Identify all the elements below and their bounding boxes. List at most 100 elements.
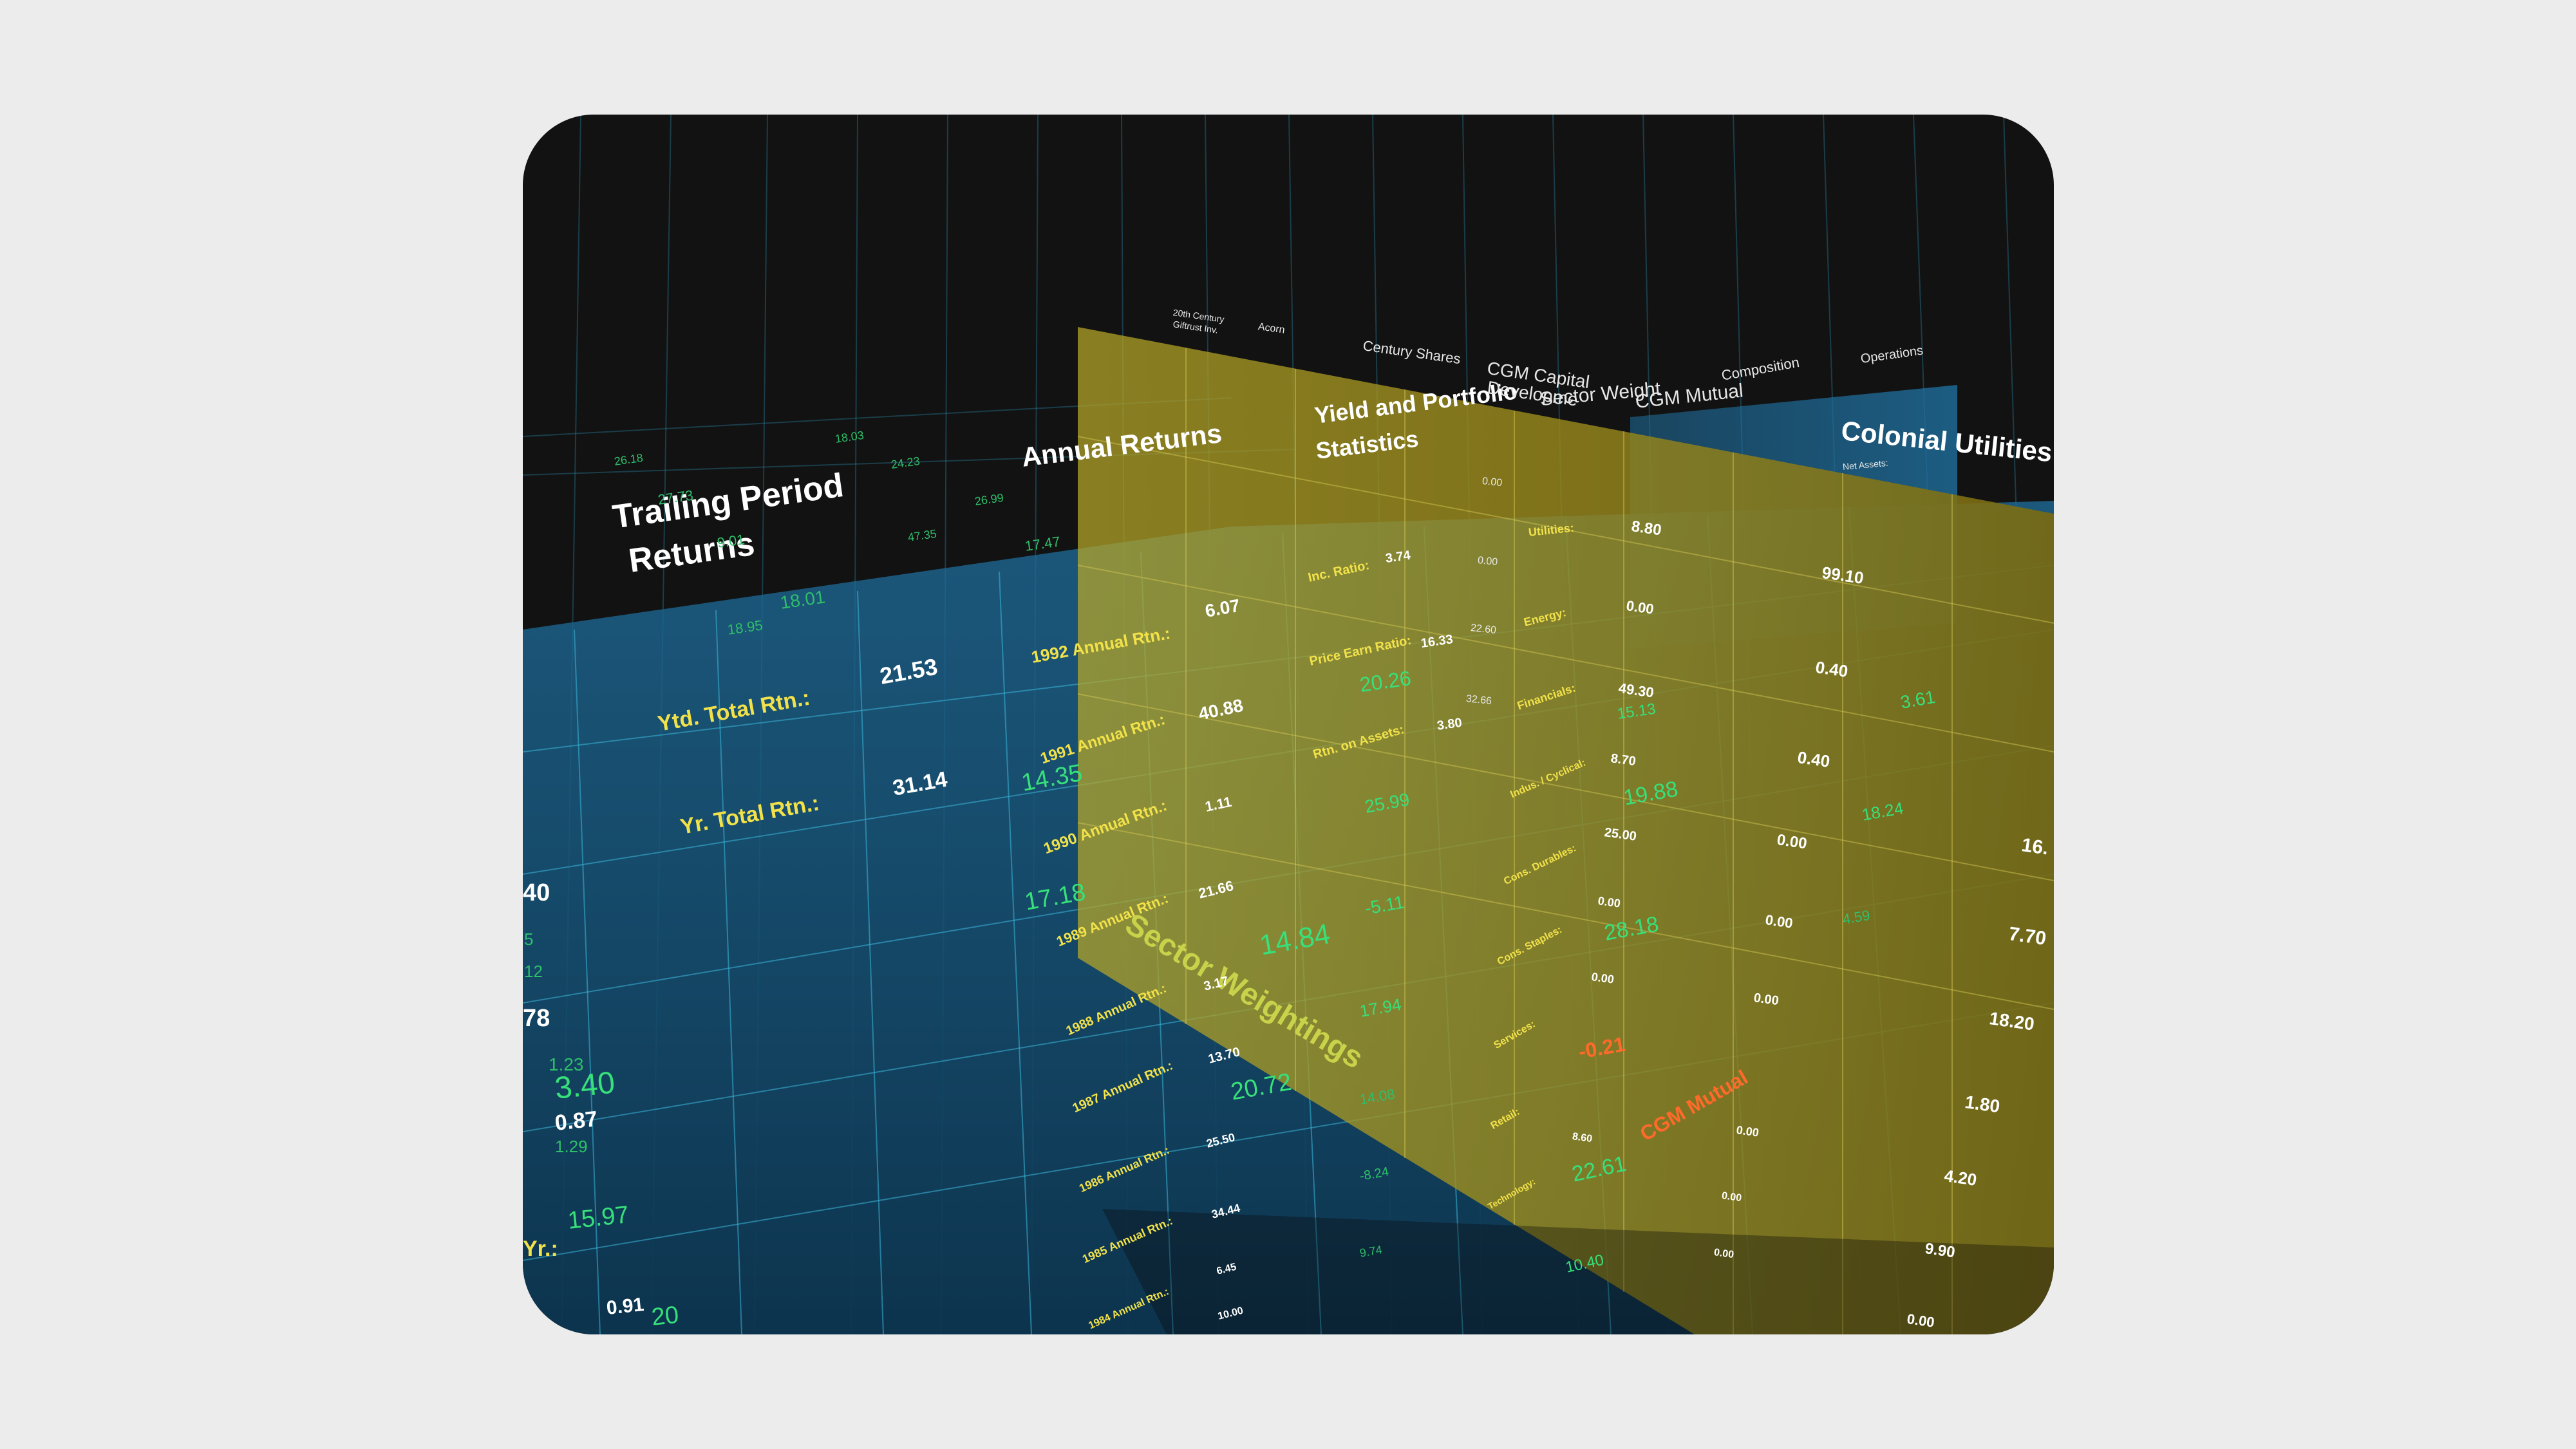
sector-utilities-label: Utilities: — [1527, 521, 1575, 539]
sector-value: 0.00 — [1597, 894, 1622, 910]
yr-total-return-label: Yr. Total Rtn.: — [678, 790, 822, 839]
sector-value: 8.70 — [1610, 751, 1637, 769]
edge-value: 1.23 — [549, 1054, 584, 1074]
edge-value: 40 — [523, 879, 550, 906]
green-value: 18.24 — [1860, 798, 1905, 825]
edge-value: 3.40 — [553, 1065, 617, 1106]
fund-header: Net Assets: — [1842, 457, 1889, 472]
green-value: 10.40 — [1564, 1251, 1606, 1276]
colonial-value: 0.00 — [1906, 1311, 1936, 1331]
green-value: 20.72 — [1228, 1068, 1294, 1106]
green-value: 17.94 — [1358, 994, 1403, 1021]
annual-return-1988-label: 1988 Annual Rtn.: — [1064, 981, 1169, 1039]
colonial-value: 4.20 — [1942, 1166, 1979, 1190]
green-value: 17.18 — [1022, 878, 1088, 916]
cell-value: 22.60 — [1470, 622, 1497, 637]
colonial-value: 0.00 — [1713, 1247, 1735, 1261]
colonial-value: 0.00 — [1776, 831, 1809, 853]
annual-return-1989-value: 21.66 — [1196, 877, 1236, 902]
colonial-value: 0.00 — [1735, 1123, 1760, 1139]
sector-value: 0.00 — [1625, 597, 1655, 617]
inc-ratio-value: 3.74 — [1384, 548, 1412, 566]
sector-energy-label: Energy: — [1522, 606, 1568, 629]
edge-value: 0.91 — [605, 1293, 645, 1319]
edge-value: 78 — [523, 1005, 550, 1032]
sector-services-label: Services: — [1492, 1018, 1537, 1051]
sector-cons-staples-label: Cons. Staples: — [1495, 924, 1564, 968]
green-value: 24.23 — [890, 454, 921, 471]
annual-return-1984-value: 6.45 — [1215, 1261, 1238, 1277]
sector-cons-durables-label: Cons. Durables: — [1502, 843, 1578, 888]
sector-weightings-panel — [1078, 327, 2054, 1334]
edge-value: 20 — [650, 1301, 681, 1331]
colonial-value: 0.40 — [1814, 657, 1850, 681]
sector-value: 8.60 — [1571, 1131, 1594, 1145]
visualization-viewport[interactable]: Trailing Period Returns Annual Returns Y… — [523, 115, 2054, 1334]
sector-value: 49.30 — [1617, 680, 1655, 701]
rtn-on-assets-label: Rtn. on Assets: — [1311, 722, 1406, 762]
scene-labels: Trailing Period Returns Annual Returns Y… — [523, 115, 2054, 1334]
edge-value: 1.29 — [555, 1137, 588, 1156]
colonial-value: 9.90 — [1924, 1240, 1957, 1262]
cell-value: 32.66 — [1465, 693, 1492, 707]
green-value: 9.01 — [716, 531, 746, 551]
green-value: 18.03 — [834, 428, 865, 445]
cgm-mutual-label: CGM Mutual — [1636, 1065, 1752, 1146]
price-earn-ratio-value: 16.33 — [1420, 632, 1454, 651]
inc-ratio-label: Inc. Ratio: — [1306, 558, 1371, 585]
fund-header: Composition — [1720, 353, 1801, 384]
floor-shadow — [1102, 1209, 2054, 1334]
edge-value: 12 — [524, 962, 543, 981]
annual-return-1991-label: 1991 Annual Rtn.: — [1038, 711, 1167, 768]
edge-value: 5 — [524, 930, 534, 949]
annual-return-1992-value: 6.07 — [1203, 595, 1242, 621]
ytd-total-return-label: Ytd. Total Rtn.: — [655, 685, 812, 736]
cell-value: 0.00 — [1477, 555, 1498, 568]
fund-header: Century Shares — [1362, 337, 1462, 368]
green-value: 25.99 — [1363, 789, 1411, 817]
sector-industrial-label: Indus. / Cyclical: — [1509, 757, 1588, 801]
price-earn-ratio-label: Price Earn Ratio: — [1308, 633, 1413, 669]
3d-spreadsheet-scene — [523, 115, 2054, 1334]
annual-return-1985-label: 1985 Annual Rtn.: — [1080, 1214, 1175, 1266]
annual-return-1985-value: 34.44 — [1210, 1201, 1242, 1221]
green-value: 9.74 — [1359, 1243, 1384, 1260]
colonial-value: 16. — [2020, 834, 2050, 859]
edge-label: Yr.: — [523, 1237, 558, 1261]
annual-return-1992-label: 1992 Annual Rtn.: — [1029, 623, 1172, 667]
green-value: 14.84 — [1257, 918, 1333, 962]
yr-total-return-value: 31.14 — [890, 767, 950, 801]
green-value: 22.61 — [1570, 1151, 1629, 1187]
edge-value: 0.87 — [554, 1107, 599, 1136]
colonial-value: 0.00 — [1720, 1190, 1743, 1204]
annual-return-1986-label: 1986 Annual Rtn.: — [1076, 1143, 1172, 1195]
colonial-value: 18.20 — [1988, 1008, 2036, 1034]
green-value: -8.24 — [1359, 1164, 1390, 1184]
colonial-value: 99.10 — [1820, 563, 1865, 588]
ytd-total-return-value: 21.53 — [878, 653, 940, 689]
cell-value: 0.00 — [1481, 476, 1503, 489]
annual-return-1987-label: 1987 Annual Rtn.: — [1070, 1058, 1176, 1116]
colonial-value: 0.40 — [1796, 747, 1832, 771]
green-value: 15.13 — [1616, 700, 1657, 723]
green-value: 4.59 — [1841, 906, 1872, 928]
rtn-on-assets-value: 3.80 — [1436, 715, 1463, 733]
trailing-period-title: Trailing Period — [610, 467, 846, 536]
annual-return-1986-value: 25.50 — [1205, 1130, 1237, 1150]
green-value: 17.47 — [1024, 533, 1062, 554]
sector-financials-label: Financials: — [1515, 681, 1577, 713]
green-value: 18.95 — [726, 617, 764, 638]
annual-return-1990-value: 1.11 — [1203, 793, 1234, 815]
annual-return-1990-label: 1990 Annual Rtn.: — [1041, 796, 1170, 858]
fund-header: Acorn — [1257, 321, 1286, 336]
annual-returns-title: Annual Returns — [1020, 418, 1224, 472]
sector-retail-label: Retail: — [1489, 1106, 1522, 1132]
green-value: 26.99 — [973, 491, 1005, 508]
colonial-value: 0.00 — [1753, 991, 1780, 1009]
green-value: 3.61 — [1899, 686, 1937, 713]
colonial-value: 7.70 — [2007, 923, 2048, 949]
colonial-value: 0.00 — [1764, 911, 1794, 931]
sector-technology-label: Technology: — [1486, 1175, 1537, 1211]
annual-return-value: 10.00 — [1216, 1305, 1245, 1322]
green-value: 28.18 — [1602, 911, 1661, 946]
